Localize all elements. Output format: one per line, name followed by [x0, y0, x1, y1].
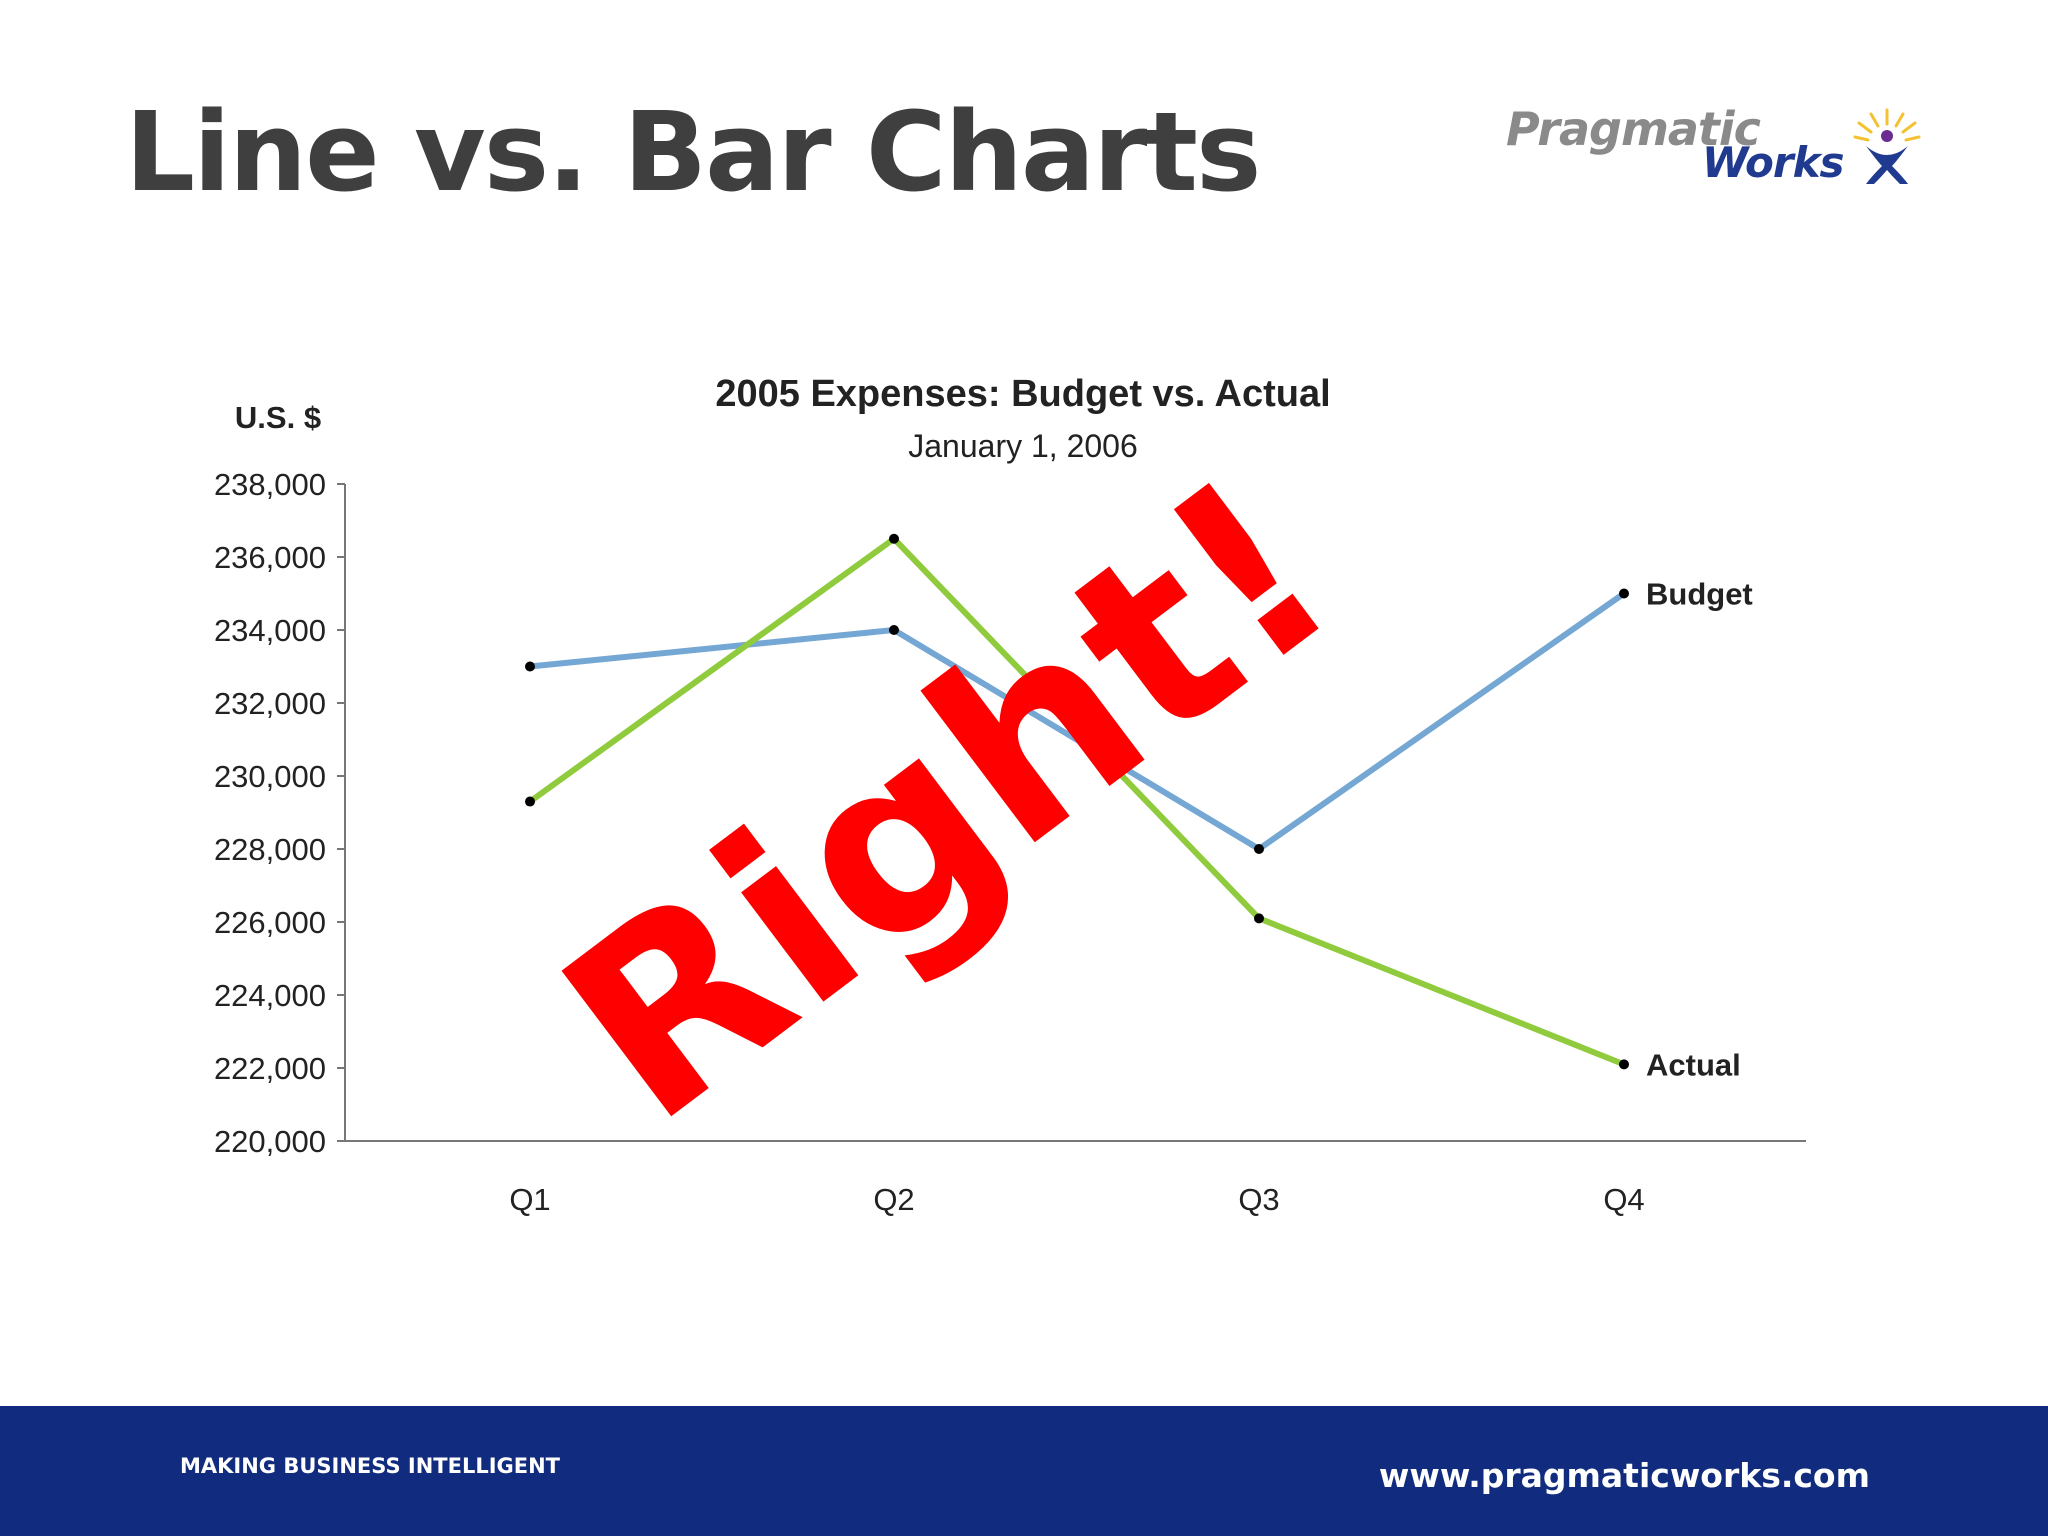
pragmatic-works-logo: Pragmatic Works	[1500, 100, 1930, 200]
data-point-budget	[1254, 844, 1264, 854]
y-tick-label: 230,000	[214, 759, 326, 794]
figure-with-rays-icon	[1853, 108, 1921, 184]
data-point-actual	[1254, 913, 1264, 924]
x-tick-label: Q2	[873, 1182, 914, 1217]
data-point-actual	[1619, 1059, 1629, 1070]
y-tick-label: 226,000	[214, 905, 326, 940]
y-axis-label: U.S. $	[235, 400, 321, 435]
footer-tagline: MAKING BUSINESS INTELLIGENT	[180, 1454, 561, 1478]
data-point-actual	[525, 796, 535, 807]
y-tick-label: 234,000	[214, 613, 326, 648]
expenses-line-chart: 2005 Expenses: Budget vs. Actual January…	[214, 373, 1806, 1217]
y-tick-label: 236,000	[214, 540, 326, 575]
y-tick-label: 224,000	[214, 978, 326, 1013]
y-tick-label: 228,000	[214, 832, 326, 867]
series-line-actual	[528, 534, 1626, 1068]
logo-text-works: Works	[1702, 138, 1845, 187]
data-point-budget	[525, 661, 535, 672]
series-label-budget: Budget	[1646, 577, 1753, 612]
data-point-budget	[889, 625, 899, 635]
x-tick-label: Q1	[509, 1182, 550, 1217]
y-tick-label: 238,000	[214, 467, 326, 502]
y-tick-label: 232,000	[214, 686, 326, 721]
data-point-actual	[889, 533, 899, 544]
x-tick-label: Q3	[1238, 1182, 1279, 1217]
y-tick-label: 222,000	[214, 1051, 326, 1086]
x-tick-label: Q4	[1603, 1182, 1644, 1217]
series-line-budget	[529, 591, 1626, 853]
y-tick-label: 220,000	[214, 1124, 326, 1159]
data-point-budget	[1619, 588, 1629, 599]
footer-bar: MAKING BUSINESS INTELLIGENT www.pragmati…	[0, 1406, 2048, 1536]
chart-title: 2005 Expenses: Budget vs. Actual	[715, 373, 1330, 415]
footer-url-link[interactable]: www.pragmaticworks.com	[1378, 1456, 1870, 1495]
series-label-actual: Actual	[1646, 1047, 1741, 1082]
logo-text-pragmatic: Pragmatic	[1506, 102, 1761, 156]
chart-subtitle: January 1, 2006	[908, 428, 1138, 464]
slide-title: Line vs. Bar Charts	[125, 88, 1261, 216]
